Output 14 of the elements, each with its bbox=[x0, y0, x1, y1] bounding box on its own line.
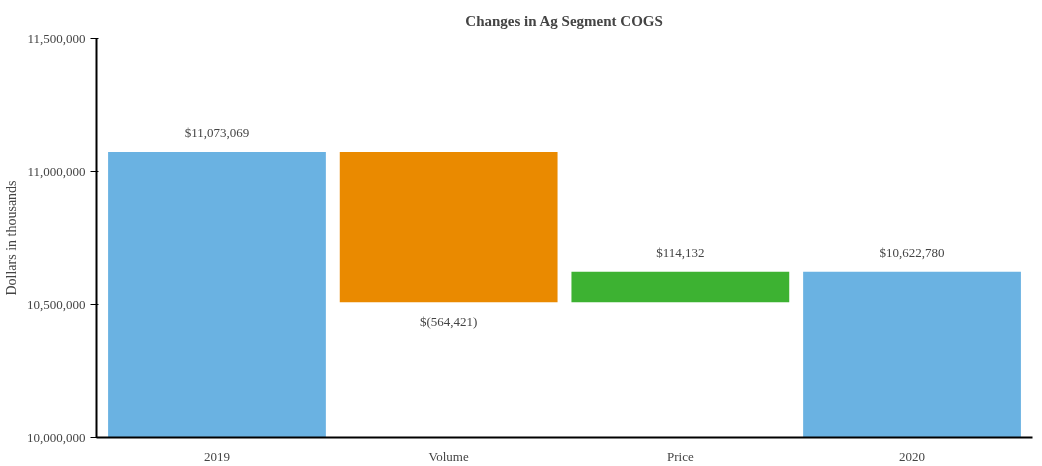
x-tick-label: Price bbox=[666, 448, 694, 464]
y-axis-title: Dollars in thousands bbox=[4, 180, 19, 296]
y-tick-label: 10,500,000 bbox=[27, 296, 86, 312]
y-tick-label: 11,000,000 bbox=[27, 163, 86, 179]
chart-title: Changes in Ag Segment COGS bbox=[465, 12, 663, 29]
data-label: $11,073,069 bbox=[184, 125, 250, 141]
data-label: $(564,421) bbox=[419, 314, 478, 330]
data-label: $10,622,780 bbox=[879, 244, 945, 260]
y-tick-label: 10,000,000 bbox=[27, 429, 86, 445]
x-tick-label: 2019 bbox=[203, 448, 230, 464]
y-tick-label: 11,500,000 bbox=[27, 30, 86, 46]
x-tick-label: Volume bbox=[428, 448, 469, 464]
x-tick-label: 2020 bbox=[899, 448, 926, 464]
data-label: $114,132 bbox=[656, 244, 705, 260]
